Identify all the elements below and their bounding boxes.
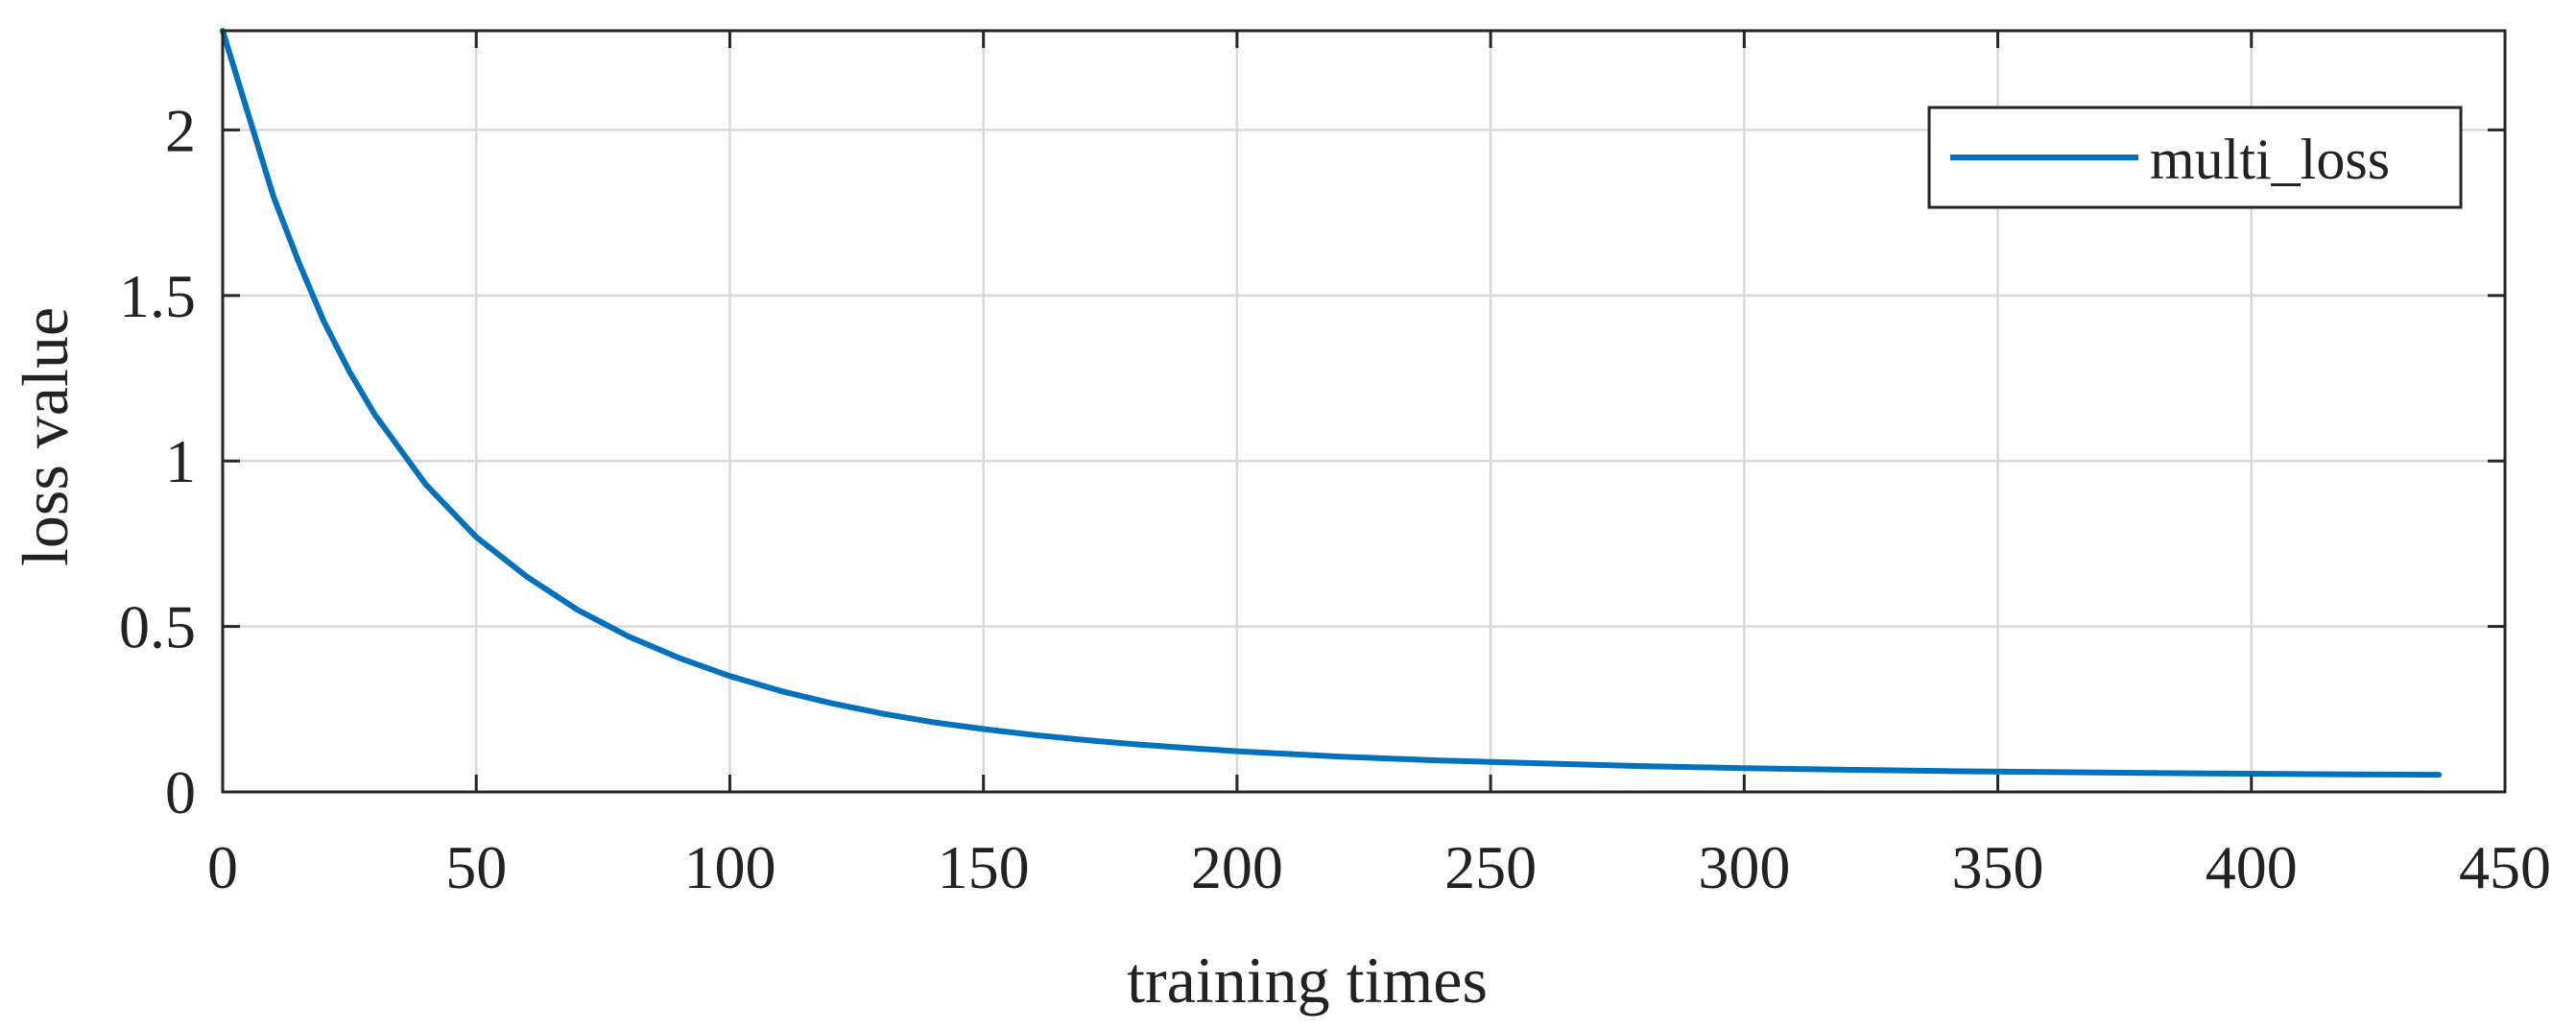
y-tick-label: 0: [165, 758, 196, 826]
y-tick-label: 2: [165, 96, 196, 164]
y-tick-label: 0.5: [119, 593, 196, 661]
plot-area-frame: [221, 29, 2507, 794]
x-tick-label: 200: [1191, 833, 1283, 901]
x-tick-label: 250: [1444, 833, 1537, 901]
x-tick-label: 400: [2206, 833, 2298, 901]
y-axis-title: loss value: [9, 307, 82, 566]
tick-labels: 0 50 100 150 200 250 300 350 400 450 0 0.5 1 1.5 2: [119, 96, 2551, 901]
x-axis-title: training times: [1127, 944, 1488, 1017]
axis-ticks: [221, 31, 2507, 794]
y-tick-label: 1.5: [119, 262, 196, 330]
x-tick-label: 50: [445, 833, 507, 901]
x-tick-label: 350: [1952, 833, 2044, 901]
legend-label-multi-loss: multi_loss: [2150, 128, 2390, 191]
x-tick-label: 0: [207, 833, 238, 901]
series-line-multi-loss: [220, 28, 2443, 778]
x-tick-label: 300: [1698, 833, 1790, 901]
series-lines: [220, 28, 2443, 778]
x-tick-label: 150: [938, 833, 1030, 901]
legend: multi_loss: [1927, 106, 2463, 209]
y-tick-label: 1: [165, 427, 196, 495]
x-tick-label: 100: [683, 833, 775, 901]
x-tick-label: 450: [2459, 833, 2551, 901]
